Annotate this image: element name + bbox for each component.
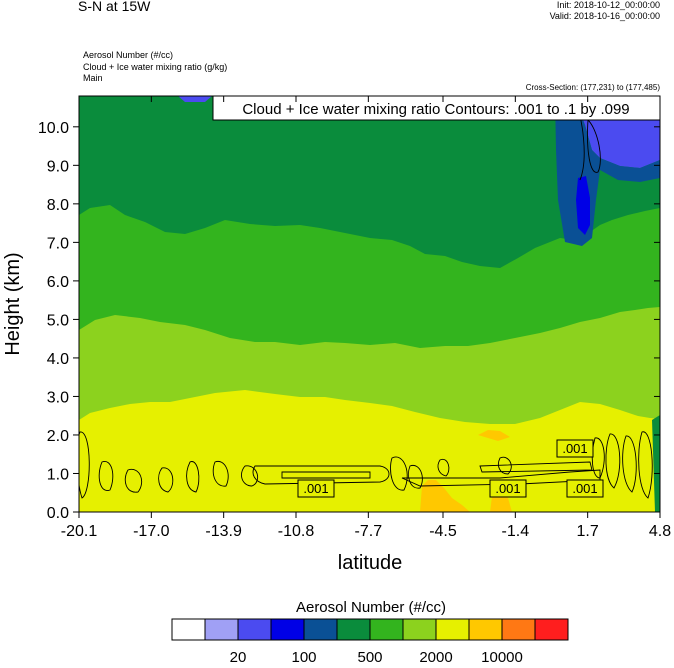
y-tick-label: 2.0 <box>47 428 69 445</box>
x-axis: -20.1 -17.0 -13.9 -10.8 -7.7 -4.5 -1.4 1.7 4.8 <box>61 96 671 540</box>
y-tick-label: 7.0 <box>47 235 69 252</box>
colorbar-box <box>468 618 503 641</box>
colorbar-box <box>204 618 239 641</box>
colorbar-label: 10000 <box>481 649 523 666</box>
field-orange-patch-3 <box>478 430 510 441</box>
contour-label-text: .001 <box>495 481 520 496</box>
contour-labels: .001 .001 .001 .001 <box>297 439 604 498</box>
x-tick-label: -7.7 <box>355 523 383 540</box>
cross-section-label: Cross-Section: (177,231) to (177,485) <box>525 83 660 92</box>
x-tick-label: -13.9 <box>205 523 242 540</box>
colorbar: 20 100 500 2000 10000 <box>171 618 569 666</box>
field-main: Main <box>83 73 103 83</box>
plot-frame <box>78 95 661 513</box>
colorbar-label: 100 <box>291 649 316 666</box>
x-tick-label: -10.8 <box>278 523 315 540</box>
cloud-contours <box>79 96 653 499</box>
x-tick-label: 1.7 <box>577 523 599 540</box>
contour-label: .001 <box>489 479 527 498</box>
colorbar-box <box>369 618 404 641</box>
y-axis: 0.0 1.0 2.0 3.0 4.0 5.0 6.0 7.0 8.0 9.0 10.0 <box>38 120 660 522</box>
y-tick-label: 0.0 <box>47 505 69 522</box>
colorbar-box <box>303 618 338 641</box>
contour-label: .001 <box>566 479 604 498</box>
colorbar-box <box>435 618 470 641</box>
y-tick-label: 8.0 <box>47 197 69 214</box>
colorbar-box <box>534 618 569 641</box>
y-tick-label: 4.0 <box>47 351 69 368</box>
y-tick-label: 10.0 <box>38 120 69 137</box>
x-tick-label: -1.4 <box>502 523 530 540</box>
colorbar-label: 2000 <box>419 649 452 666</box>
field-cloud-ice: Cloud + Ice water mixing ratio (g/kg) <box>83 62 228 72</box>
colorbar-label: 500 <box>357 649 382 666</box>
colorbar-label: 20 <box>230 649 247 666</box>
colorbar-box <box>336 618 371 641</box>
x-tick-label: 4.8 <box>649 523 671 540</box>
colorbar-box <box>237 618 272 641</box>
field-orange-patch <box>420 480 470 512</box>
field-blue-streak <box>576 176 590 235</box>
contour-label: .001 <box>297 479 335 498</box>
y-tick-label: 1.0 <box>47 466 69 483</box>
x-axis-label: latitude <box>338 552 403 574</box>
y-tick-label: 3.0 <box>47 389 69 406</box>
field-right-edge-strip <box>652 415 660 512</box>
colorbar-title: Aerosol Number (#/cc) <box>296 599 446 616</box>
colorbar-box <box>501 618 536 641</box>
contour-info-box: Cloud + Ice water mixing ratio Contours:… <box>212 95 661 121</box>
colorbar-box <box>270 618 305 641</box>
x-tick-label: -4.5 <box>429 523 457 540</box>
contour-label: .001 <box>556 439 594 458</box>
field-aerosol-number: Aerosol Number (#/cc) <box>83 50 174 60</box>
init-time: Init: 2018-10-12_00:00:00 <box>556 0 660 10</box>
y-tick-label: 5.0 <box>47 312 69 329</box>
page-title: S-N at 15W <box>78 0 151 14</box>
x-tick-label: -20.1 <box>61 523 98 540</box>
y-axis-label: Height (km) <box>2 252 24 355</box>
contour-label-text: .001 <box>562 441 587 456</box>
y-tick-label: 9.0 <box>47 158 69 175</box>
field-blue-top-patch <box>178 96 212 102</box>
y-tick-label: 6.0 <box>47 274 69 291</box>
colorbar-box <box>171 618 206 641</box>
colorbar-box <box>402 618 437 641</box>
contour-label-text: .001 <box>303 481 328 496</box>
x-tick-label: -17.0 <box>133 523 170 540</box>
contour-label-text: .001 <box>572 481 597 496</box>
contour-info-text: Cloud + Ice water mixing ratio Contours:… <box>242 101 629 118</box>
valid-time: Valid: 2018-10-16_00:00:00 <box>549 11 660 21</box>
